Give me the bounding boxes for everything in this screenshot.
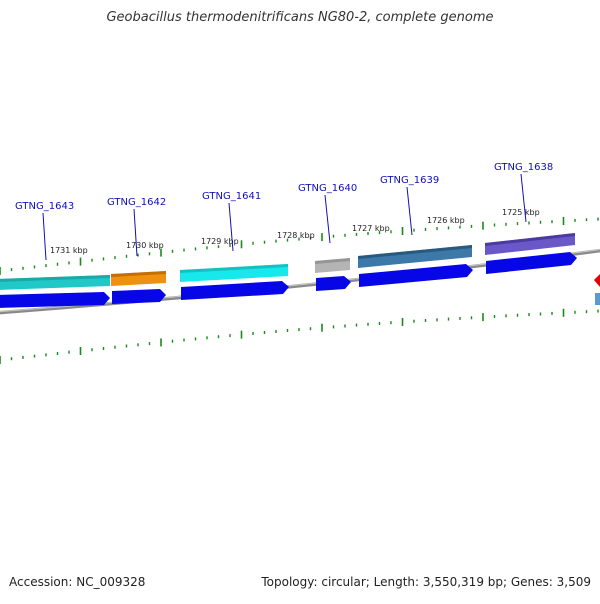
accession-text: Accession: NC_009328 — [9, 575, 146, 589]
cds-arrow[interactable] — [486, 252, 577, 274]
kbp-label: 1725 kbp — [502, 208, 540, 217]
gene-label[interactable]: GTNG_1638 — [494, 162, 553, 173]
page-title: Geobacillus thermodenitrificans NG80-2, … — [106, 10, 494, 25]
kbp-label: 1727 kbp — [352, 224, 390, 233]
cds-arrow[interactable] — [112, 289, 166, 304]
gene-label[interactable]: GTNG_1639 — [380, 175, 439, 186]
outer-tick-ring — [0, 217, 599, 275]
gene-label[interactable]: GTNG_1641 — [202, 191, 261, 202]
offscreen-feature-red[interactable] — [594, 274, 600, 287]
gene-label[interactable]: GTNG_1642 — [107, 197, 166, 208]
gene-feature-gtng-1642[interactable] — [111, 271, 166, 286]
gene-label-leader — [228, 202, 234, 252]
kbp-label: 1729 kbp — [201, 237, 239, 246]
gene-feature-gtng-1643[interactable] — [0, 275, 110, 290]
cds-arrow[interactable] — [316, 276, 351, 291]
gene-label-leader — [42, 212, 47, 261]
gene-label-leader — [324, 194, 331, 244]
kbp-label: 1726 kbp — [427, 216, 465, 225]
kbp-label: 1731 kbp — [50, 246, 88, 255]
gene-feature-gtng-1640[interactable] — [315, 258, 350, 273]
gene-label[interactable]: GTNG_1643 — [15, 201, 74, 212]
gene-feature-gtng-1641[interactable] — [180, 264, 288, 282]
cds-arrow[interactable] — [0, 292, 110, 308]
cds-arrow[interactable] — [359, 264, 473, 287]
cds-arrow[interactable] — [181, 281, 289, 300]
inner-tick-ring — [0, 308, 599, 364]
gene-feature-gtng-1639[interactable] — [358, 245, 472, 268]
gene-label-leader — [406, 186, 413, 236]
kbp-label: 1728 kbp — [277, 231, 315, 240]
kbp-label: 1730 kbp — [126, 241, 164, 250]
offscreen-feature-blue[interactable] — [595, 293, 600, 305]
gene-label-leader — [520, 173, 527, 223]
gene-label[interactable]: GTNG_1640 — [298, 183, 357, 194]
gene-label-leader — [133, 208, 138, 257]
genome-summary-text: Topology: circular; Length: 3,550,319 bp… — [261, 575, 591, 589]
gene-feature-gtng-1638[interactable] — [485, 233, 575, 255]
